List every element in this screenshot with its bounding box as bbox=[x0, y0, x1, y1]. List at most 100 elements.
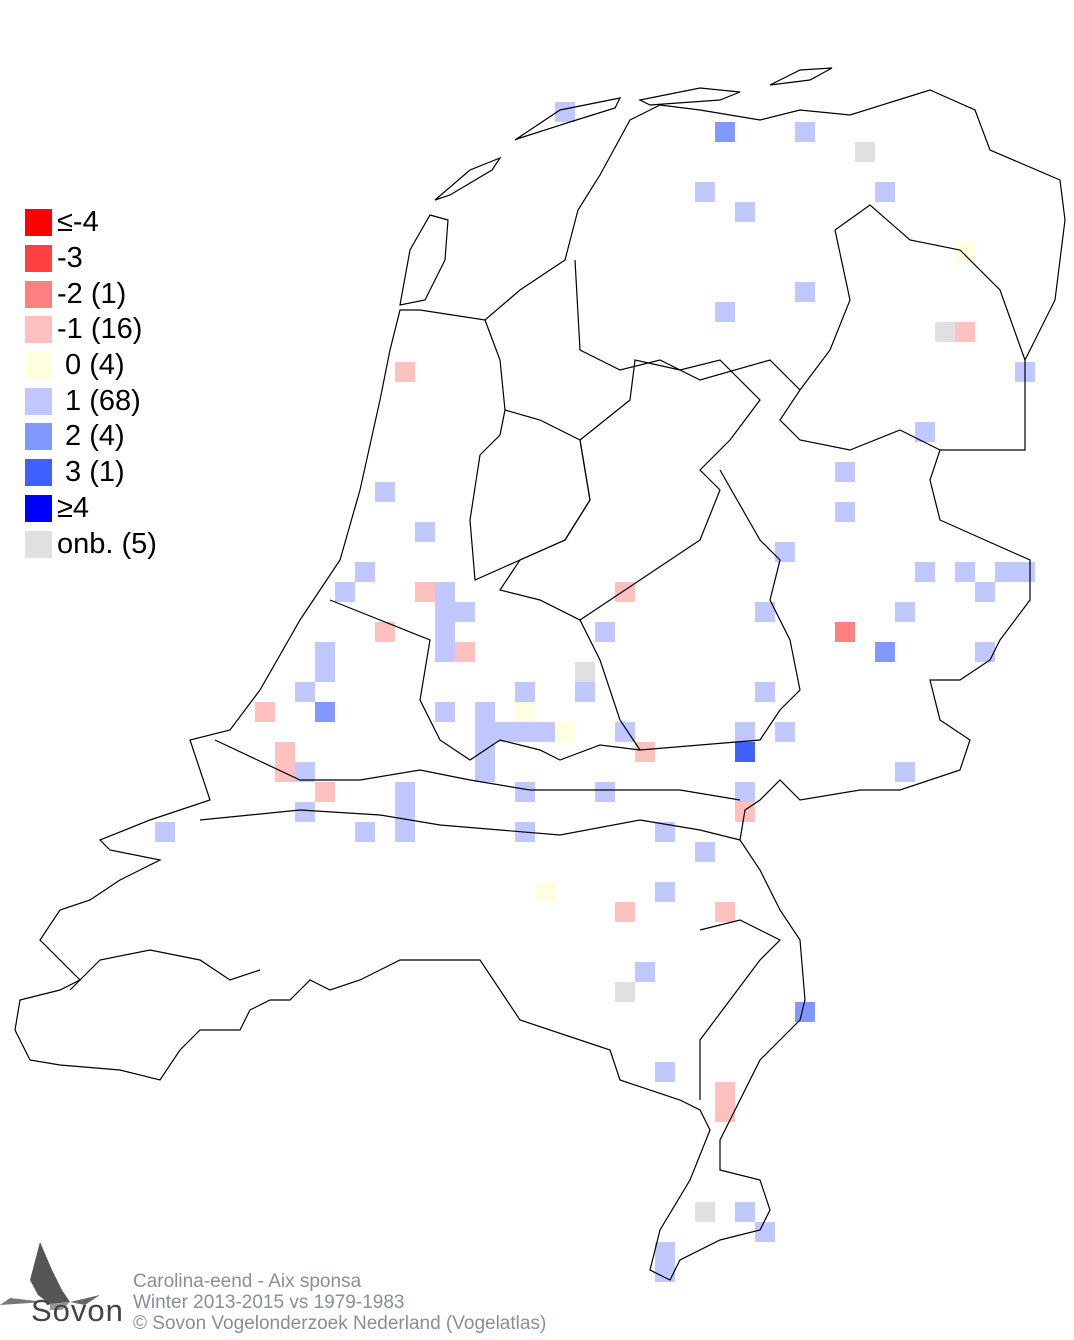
legend-label: 3 (1) bbox=[57, 456, 125, 489]
atlas-square bbox=[735, 1202, 755, 1222]
atlas-square bbox=[455, 642, 475, 662]
atlas-square bbox=[295, 762, 315, 782]
atlas-square bbox=[875, 642, 895, 662]
atlas-square bbox=[795, 1002, 815, 1022]
atlas-square bbox=[755, 602, 775, 622]
province-borders bbox=[69, 204, 1026, 1100]
ijsselmeer-coast bbox=[469, 319, 591, 581]
logo-text: Sovon bbox=[31, 1293, 124, 1328]
legend-item: 0 (4) bbox=[25, 348, 157, 384]
atlas-square bbox=[615, 902, 635, 922]
atlas-square bbox=[735, 742, 755, 762]
copyright-label: © Sovon Vogelonderzoek Nederland (Vogela… bbox=[133, 1313, 547, 1334]
legend-swatch bbox=[25, 459, 52, 487]
atlas-square bbox=[835, 502, 855, 522]
atlas-square bbox=[735, 202, 755, 222]
period-label: Winter 2013-2015 vs 1979-1983 bbox=[133, 1292, 405, 1313]
atlas-square bbox=[375, 482, 395, 502]
atlas-square bbox=[515, 682, 535, 702]
atlas-square bbox=[555, 722, 575, 742]
legend-label: -2 (1) bbox=[57, 277, 127, 310]
legend-item: 3 (1) bbox=[25, 455, 157, 491]
atlas-square bbox=[755, 682, 775, 702]
atlas-square bbox=[755, 1222, 775, 1242]
legend-item: -3 bbox=[25, 241, 157, 277]
legend-swatch bbox=[25, 316, 52, 344]
legend-item: ≥4 bbox=[25, 491, 157, 527]
atlas-square bbox=[835, 462, 855, 482]
atlas-square bbox=[895, 602, 915, 622]
atlas-square bbox=[1015, 562, 1035, 582]
atlas-square bbox=[275, 742, 295, 762]
atlas-square bbox=[715, 902, 735, 922]
atlas-square bbox=[315, 782, 335, 802]
atlas-square bbox=[575, 662, 595, 682]
legend-label: 2 (4) bbox=[57, 420, 125, 453]
vlieland-island bbox=[434, 156, 502, 201]
atlas-square bbox=[835, 622, 855, 642]
flevoland bbox=[499, 359, 761, 621]
atlas-square bbox=[275, 762, 295, 782]
atlas-square bbox=[515, 782, 535, 802]
atlas-square bbox=[795, 282, 815, 302]
legend-swatch bbox=[25, 245, 52, 273]
atlas-square bbox=[415, 582, 435, 602]
legend-label: ≤-4 bbox=[57, 206, 99, 239]
legend-item: -1 (16) bbox=[25, 312, 157, 348]
legend-item: ≤-4 bbox=[25, 205, 157, 241]
atlas-square bbox=[415, 522, 435, 542]
atlas-square bbox=[595, 782, 615, 802]
legend-swatch bbox=[25, 423, 52, 451]
atlas-square bbox=[715, 122, 735, 142]
schiermonnikoog-island bbox=[769, 67, 833, 86]
atlas-square bbox=[475, 702, 495, 722]
atlas-square bbox=[395, 822, 415, 842]
atlas-square bbox=[855, 142, 875, 162]
atlas-square bbox=[575, 682, 595, 702]
legend-item: -2 (1) bbox=[25, 276, 157, 312]
atlas-square bbox=[335, 582, 355, 602]
atlas-square bbox=[975, 582, 995, 602]
terschelling-island bbox=[514, 97, 622, 141]
country-outline bbox=[14, 89, 1066, 1281]
atlas-square bbox=[695, 1202, 715, 1222]
atlas-square bbox=[735, 782, 755, 802]
legend-swatch bbox=[25, 494, 52, 522]
atlas-square bbox=[975, 642, 995, 662]
atlas-square bbox=[255, 702, 275, 722]
atlas-square bbox=[435, 702, 455, 722]
atlas-square bbox=[355, 562, 375, 582]
atlas-square bbox=[655, 822, 675, 842]
atlas-square bbox=[495, 722, 515, 742]
atlas-square bbox=[455, 602, 475, 622]
atlas-square bbox=[315, 662, 335, 682]
map-caption: Carolina-eend - Aix sponsa Winter 2013-2… bbox=[133, 1271, 546, 1334]
atlas-square bbox=[315, 702, 335, 722]
ameland-island bbox=[638, 87, 741, 106]
atlas-square bbox=[655, 882, 675, 902]
legend-item: onb. (5) bbox=[25, 526, 157, 562]
atlas-square bbox=[715, 302, 735, 322]
legend-label: 0 (4) bbox=[57, 349, 125, 382]
atlas-square bbox=[615, 722, 635, 742]
atlas-square bbox=[535, 722, 555, 742]
atlas-square bbox=[775, 722, 795, 742]
atlas-square bbox=[295, 802, 315, 822]
legend-label: -1 (16) bbox=[57, 313, 143, 346]
sovon-swallow-logo bbox=[0, 1242, 100, 1310]
legend-label: 1 (68) bbox=[57, 384, 141, 417]
atlas-square bbox=[635, 962, 655, 982]
species-name: Carolina-eend - Aix sponsa bbox=[133, 1271, 362, 1292]
atlas-square bbox=[475, 762, 495, 782]
map-outlines bbox=[14, 67, 1066, 1281]
atlas-squares bbox=[155, 102, 1035, 1282]
atlas-square bbox=[915, 562, 935, 582]
legend-swatch bbox=[25, 280, 52, 308]
atlas-square bbox=[355, 822, 375, 842]
atlas-square bbox=[595, 622, 615, 642]
atlas-square bbox=[395, 782, 415, 802]
legend: ≤-4 -3 -2 (1) -1 (16) 0 (4) 1 (68) 2 (4) 3 … bbox=[25, 205, 157, 562]
atlas-square bbox=[955, 322, 975, 342]
atlas-square bbox=[615, 982, 635, 1002]
